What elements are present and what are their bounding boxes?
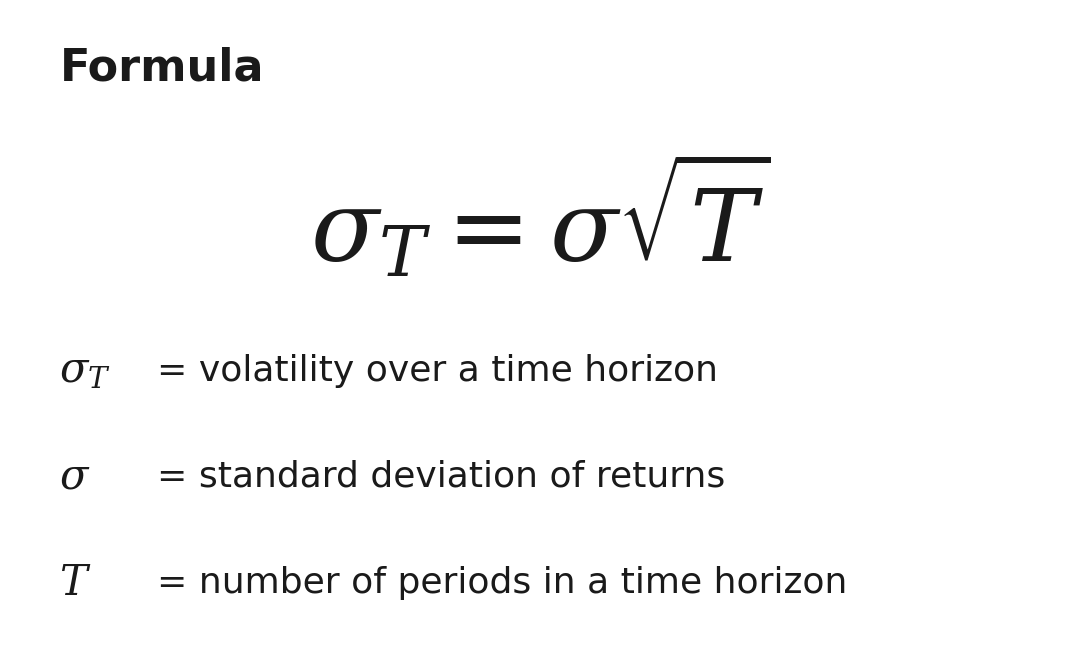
Text: = number of periods in a time horizon: = number of periods in a time horizon	[157, 565, 847, 600]
Text: $\sigma$: $\sigma$	[59, 455, 91, 498]
Text: $T$: $T$	[59, 561, 92, 604]
Text: $\sigma_T = \sigma\sqrt{T}$: $\sigma_T = \sigma\sqrt{T}$	[310, 154, 770, 283]
Text: $\sigma_T$: $\sigma_T$	[59, 350, 111, 392]
Text: = volatility over a time horizon: = volatility over a time horizon	[157, 354, 717, 388]
Text: = standard deviation of returns: = standard deviation of returns	[157, 459, 725, 494]
Text: Formula: Formula	[59, 46, 264, 89]
